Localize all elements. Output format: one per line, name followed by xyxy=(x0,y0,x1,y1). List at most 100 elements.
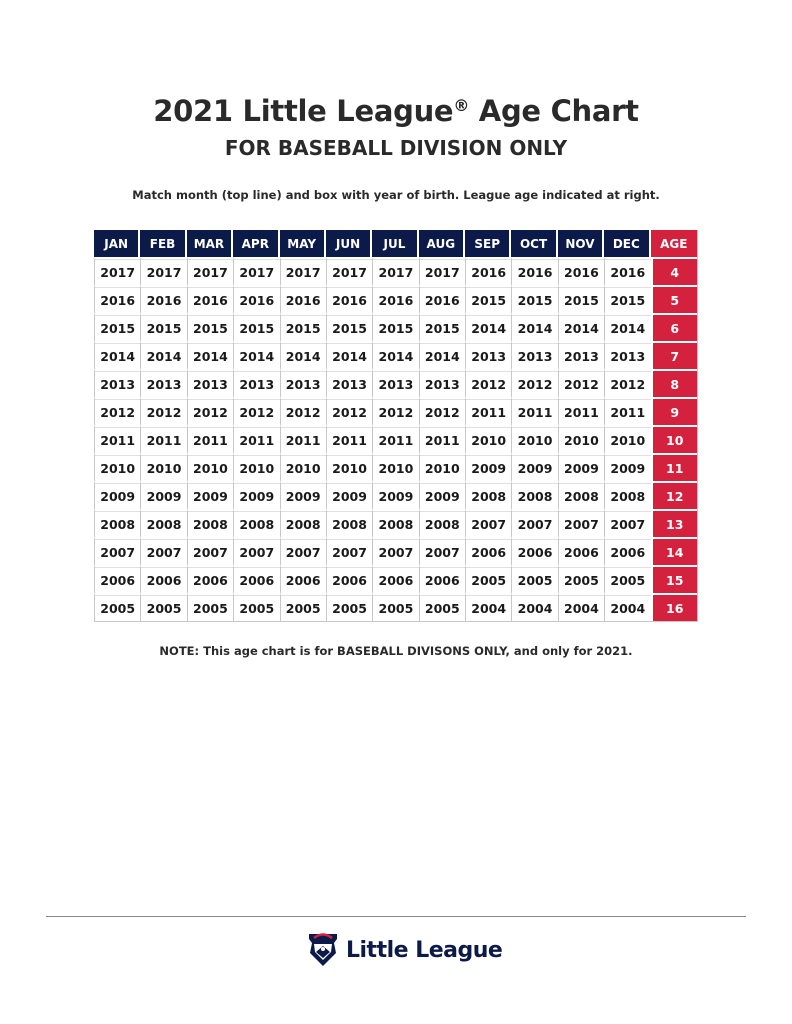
birth-year-cell: 2011 xyxy=(557,397,605,425)
birth-year-cell: 2016 xyxy=(418,285,465,313)
birth-year-cell: 2013 xyxy=(418,369,465,397)
birth-year-cell: 2007 xyxy=(233,537,280,565)
birth-year-cell: 2011 xyxy=(418,425,465,453)
birth-year-cell: 2007 xyxy=(604,509,651,537)
birth-year-cell: 2006 xyxy=(557,537,605,565)
league-age-cell: 4 xyxy=(650,257,697,285)
birth-year-cell: 2015 xyxy=(418,313,465,341)
league-age-cell: 12 xyxy=(650,481,697,509)
birth-year-cell: 2005 xyxy=(233,593,280,621)
birth-year-cell: 2013 xyxy=(279,369,326,397)
month-header-jun: JUN xyxy=(325,230,373,257)
table-row: 2005 2005 2005 2005 2005 2005 2005 2005 2004 2004… xyxy=(94,593,697,621)
registered-mark: ® xyxy=(453,96,470,115)
table-row: 2013 2013 2013 2013 2013 2013 2013 2013 2012 2012… xyxy=(94,369,697,397)
note-text: NOTE: This age chart is for BASEBALL DIV… xyxy=(159,644,633,658)
birth-year-cell: 2016 xyxy=(325,285,373,313)
birth-year-cell: 2006 xyxy=(94,565,141,593)
birth-year-cell: 2017 xyxy=(186,257,234,285)
birth-year-cell: 2012 xyxy=(279,397,326,425)
birth-year-cell: 2008 xyxy=(94,509,141,537)
birth-year-cell: 2006 xyxy=(325,565,373,593)
birth-year-cell: 2008 xyxy=(372,509,419,537)
birth-year-cell: 2016 xyxy=(233,285,280,313)
league-age-cell: 6 xyxy=(650,313,697,341)
birth-year-cell: 2009 xyxy=(418,481,465,509)
little-league-keystone-icon xyxy=(309,933,337,966)
league-age-cell: 15 xyxy=(650,565,697,593)
month-header-oct: OCT xyxy=(511,230,558,257)
birth-year-cell: 2016 xyxy=(372,285,419,313)
birth-year-cell: 2012 xyxy=(233,397,280,425)
birth-year-cell: 2007 xyxy=(325,537,373,565)
birth-year-cell: 2004 xyxy=(557,593,605,621)
birth-year-cell: 2017 xyxy=(140,257,187,285)
birth-year-cell: 2015 xyxy=(604,285,651,313)
birth-year-cell: 2005 xyxy=(279,593,326,621)
birth-year-cell: 2010 xyxy=(418,453,465,481)
league-age-cell: 16 xyxy=(650,593,697,621)
month-header-feb: FEB xyxy=(140,230,187,257)
birth-year-cell: 2014 xyxy=(604,313,651,341)
title-suffix: Age Chart xyxy=(469,94,639,128)
league-age-cell: 13 xyxy=(650,509,697,537)
birth-year-cell: 2009 xyxy=(94,481,141,509)
table-row: 2007 2007 2007 2007 2007 2007 2007 2007 2006 2006… xyxy=(94,537,697,565)
birth-year-cell: 2008 xyxy=(186,509,234,537)
birth-year-cell: 2005 xyxy=(140,593,187,621)
league-age-cell: 9 xyxy=(650,397,697,425)
birth-year-cell: 2011 xyxy=(372,425,419,453)
birth-year-cell: 2007 xyxy=(140,537,187,565)
birth-year-cell: 2010 xyxy=(465,425,512,453)
table-row: 2008 2008 2008 2008 2008 2008 2008 2008 2007 2007… xyxy=(94,509,697,537)
birth-year-cell: 2013 xyxy=(557,341,605,369)
birth-year-cell: 2008 xyxy=(557,481,605,509)
birth-year-cell: 2012 xyxy=(418,397,465,425)
birth-year-cell: 2017 xyxy=(418,257,465,285)
page-title: 2021 Little League® Age Chart xyxy=(0,94,792,128)
birth-year-cell: 2011 xyxy=(140,425,187,453)
birth-year-cell: 2016 xyxy=(140,285,187,313)
birth-year-cell: 2011 xyxy=(511,397,558,425)
birth-year-cell: 2013 xyxy=(233,369,280,397)
birth-year-cell: 2012 xyxy=(604,369,651,397)
birth-year-cell: 2007 xyxy=(465,509,512,537)
table-row: 2016 2016 2016 2016 2016 2016 2016 2016 2015 2015… xyxy=(94,285,697,313)
month-header-aug: AUG xyxy=(418,230,465,257)
birth-year-cell: 2010 xyxy=(233,453,280,481)
birth-year-cell: 2011 xyxy=(186,425,234,453)
birth-year-cell: 2010 xyxy=(372,453,419,481)
birth-year-cell: 2015 xyxy=(557,285,605,313)
birth-year-cell: 2006 xyxy=(279,565,326,593)
birth-year-cell: 2013 xyxy=(511,341,558,369)
birth-year-cell: 2007 xyxy=(372,537,419,565)
birth-year-cell: 2005 xyxy=(465,565,512,593)
birth-year-cell: 2005 xyxy=(94,593,141,621)
birth-year-cell: 2010 xyxy=(279,453,326,481)
birth-year-cell: 2006 xyxy=(372,565,419,593)
month-header-dec: DEC xyxy=(604,230,651,257)
instructions-text: Match month (top line) and box with year… xyxy=(132,188,660,202)
month-header-may: MAY xyxy=(279,230,326,257)
birth-year-cell: 2015 xyxy=(186,313,234,341)
birth-year-cell: 2012 xyxy=(140,397,187,425)
birth-year-cell: 2006 xyxy=(418,565,465,593)
birth-year-cell: 2017 xyxy=(279,257,326,285)
birth-year-cell: 2009 xyxy=(465,453,512,481)
birth-year-cell: 2015 xyxy=(325,313,373,341)
birth-year-cell: 2013 xyxy=(604,341,651,369)
birth-year-cell: 2015 xyxy=(465,285,512,313)
birth-year-cell: 2015 xyxy=(279,313,326,341)
birth-year-cell: 2015 xyxy=(94,313,141,341)
table-row: 2017 2017 2017 2017 2017 2017 2017 2017 2016 2016… xyxy=(94,257,697,285)
age-chart-table: JAN FEB MAR APR MAY JUN JUL AUG SEP OCT NOV DEC AGE … xyxy=(94,230,698,622)
page-subtitle: FOR BASEBALL DIVISION ONLY xyxy=(224,136,568,160)
league-age-cell: 7 xyxy=(650,341,697,369)
birth-year-cell: 2015 xyxy=(372,313,419,341)
birth-year-cell: 2004 xyxy=(465,593,512,621)
month-header-apr: APR xyxy=(233,230,280,257)
birth-year-cell: 2015 xyxy=(511,285,558,313)
birth-year-cell: 2016 xyxy=(604,257,651,285)
table-body: 2017 2017 2017 2017 2017 2017 2017 2017 2016 2016… xyxy=(94,257,697,621)
birth-year-cell: 2009 xyxy=(233,481,280,509)
